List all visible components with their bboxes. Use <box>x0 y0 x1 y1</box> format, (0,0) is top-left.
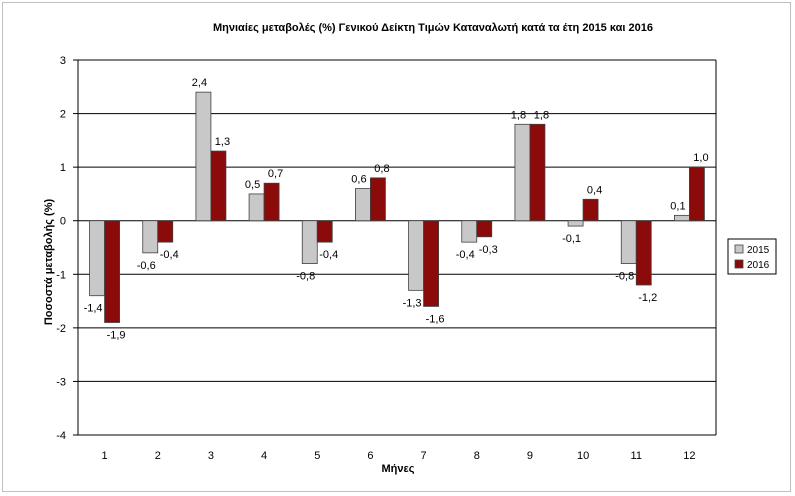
y-tick-label: 0 <box>60 216 66 228</box>
data-label-2015-4: 0,5 <box>245 179 260 191</box>
data-label-2016-6: 0,8 <box>374 163 389 175</box>
bar-2015-5 <box>301 220 318 264</box>
bar-2016-4 <box>263 182 280 222</box>
bar-2015-10 <box>567 220 584 227</box>
data-label-2015-9: 1,8 <box>511 109 526 121</box>
y-tick-label: -4 <box>56 430 66 442</box>
bar-2016-10 <box>582 198 599 222</box>
bar-2016-11 <box>635 220 652 286</box>
y-tick-label: 3 <box>60 55 66 67</box>
chart-title: Μηνιαίες μεταβολές (%) Γενικού Δείκτη Τι… <box>213 22 653 34</box>
bar-2016-5 <box>316 220 333 243</box>
data-label-2016-12: 1,0 <box>693 152 708 164</box>
bar-2016-9 <box>529 123 546 222</box>
data-label-2016-5: -0,4 <box>319 249 338 261</box>
bar-2015-6 <box>355 188 371 222</box>
data-label-2015-6: 0,6 <box>351 174 366 186</box>
bar-2016-8 <box>476 220 493 238</box>
y-tick-label: 1 <box>60 162 66 174</box>
data-label-2015-10: -0,1 <box>562 233 581 245</box>
x-tick-label: 6 <box>367 450 373 462</box>
data-label-2015-12: 0,1 <box>670 200 685 212</box>
x-tick-label: 3 <box>208 450 214 462</box>
x-tick-label: 5 <box>314 450 320 462</box>
y-tick-label: -1 <box>56 269 66 281</box>
x-tick-label: 8 <box>474 450 480 462</box>
data-label-2016-1: -1,9 <box>107 330 126 342</box>
x-tick-label: 10 <box>577 450 589 462</box>
data-label-2015-1: -1,4 <box>84 303 103 315</box>
bar-2015-3 <box>195 91 212 222</box>
x-tick-label: 9 <box>527 450 533 462</box>
legend-swatch-2015 <box>734 244 744 254</box>
bar-2015-2 <box>142 220 159 254</box>
data-label-2015-8: -0,4 <box>456 249 475 261</box>
bar-2016-2 <box>157 220 174 243</box>
x-tick-label: 2 <box>155 450 161 462</box>
x-axis-label: Μήνες <box>382 463 415 475</box>
data-label-2016-4: 0,7 <box>268 168 283 180</box>
legend-swatch-2016 <box>734 259 744 269</box>
bar-2015-12 <box>674 214 690 222</box>
bar-2015-4 <box>248 193 265 222</box>
bar-2016-7 <box>423 220 439 307</box>
data-label-2016-2: -0,4 <box>160 249 179 261</box>
x-tick-label: 4 <box>261 450 267 462</box>
bar-2015-8 <box>461 220 478 243</box>
x-tick-labels: 1 2 3 4 5 6 7 8 9 10 11 12 <box>102 450 696 462</box>
x-tick-label: 7 <box>421 450 427 462</box>
bar-2015-11 <box>620 220 637 264</box>
data-label-2016-9: 1,8 <box>534 109 549 121</box>
legend-label-2015: 2015 <box>747 245 770 256</box>
legend-label-2016: 2016 <box>747 260 770 271</box>
gridlines <box>73 59 717 436</box>
data-label-2016-3: 1,3 <box>215 136 230 148</box>
data-label-2015-5: -0,8 <box>296 271 315 283</box>
x-tick-label: 11 <box>631 450 642 462</box>
data-labels: -1,4 -1,9 -0,6 -0,4 2,4 1,3 0,5 0,7 -0,8 -0,4 0,6 0… <box>84 77 709 341</box>
y-axis-label: Ποσοστά μεταβολής (%) <box>43 199 55 326</box>
bar-2015-7 <box>408 220 424 291</box>
bar-2016-3 <box>210 150 227 222</box>
bar-2016-12 <box>689 166 705 222</box>
y-tick-label: -2 <box>56 323 66 335</box>
legend: 2015 2016 <box>727 238 777 275</box>
data-label-2015-7: -1,3 <box>403 297 422 309</box>
x-tick-label: 1 <box>102 450 108 462</box>
x-tick-label: 12 <box>683 450 695 462</box>
data-label-2015-2: -0,6 <box>137 260 156 272</box>
bar-2016-6 <box>370 177 386 222</box>
bar-2016-1 <box>104 220 120 323</box>
y-tick-label: 2 <box>60 109 66 121</box>
data-label-2016-8: -0,3 <box>479 244 498 256</box>
bar-2015-9 <box>514 123 531 222</box>
bars <box>89 91 705 323</box>
y-tick-label: -3 <box>56 376 66 388</box>
data-label-2015-3: 2,4 <box>192 77 207 89</box>
bar-2015-1 <box>89 220 105 297</box>
data-label-2015-11: -0,8 <box>615 271 634 283</box>
data-label-2016-10: 0,4 <box>587 184 602 196</box>
y-tick-labels: 3 2 1 0 -1 -2 -3 -4 <box>56 55 66 442</box>
data-label-2016-7: -1,6 <box>426 313 445 325</box>
data-label-2016-11: -1,2 <box>638 292 657 304</box>
